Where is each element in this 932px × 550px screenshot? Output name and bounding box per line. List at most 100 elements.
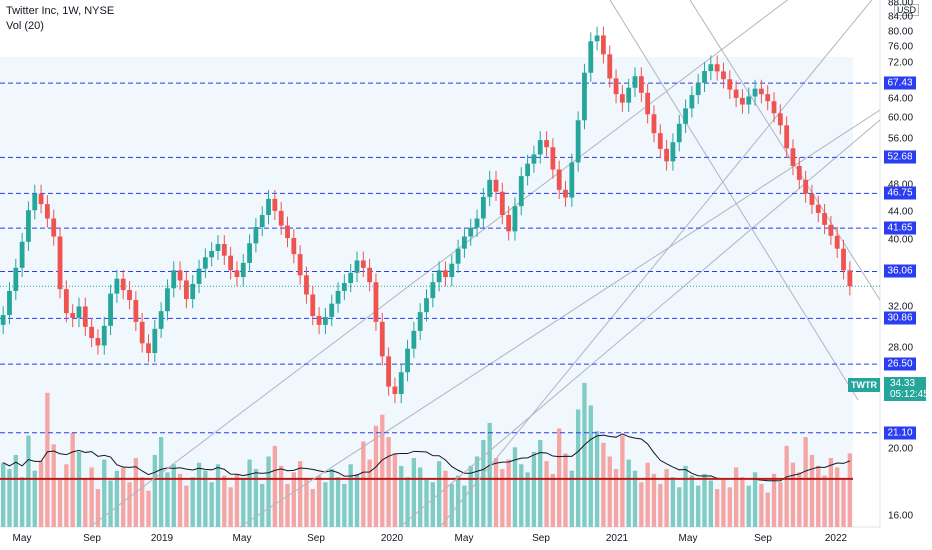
volume-bar [740, 477, 745, 527]
candle-body [803, 179, 809, 194]
candle-body [588, 41, 594, 73]
ticker-tag: TWTR [848, 378, 880, 392]
price-tick-label: 88.00 [888, 0, 914, 9]
candle-body [13, 267, 19, 291]
volume-bar [329, 469, 334, 527]
candle-body [613, 78, 619, 95]
volume-bar [557, 428, 562, 527]
candle-body [354, 260, 360, 273]
volume-bar [506, 459, 511, 527]
volume-bar [203, 470, 208, 527]
time-tick-label: 2020 [380, 533, 404, 544]
volume-bar [493, 458, 499, 527]
volume-bar [171, 464, 176, 527]
candle-body [209, 250, 215, 258]
trend-line [89, 0, 789, 528]
candle-body [474, 218, 480, 228]
volume-bar [639, 482, 644, 527]
candle-body [790, 148, 796, 166]
candle-body [373, 282, 379, 322]
candle-body [285, 225, 290, 239]
volume-bar [348, 464, 353, 527]
volume-bar [411, 458, 417, 527]
candle-body [449, 263, 455, 278]
candle-body [721, 71, 726, 80]
volume-bar [234, 473, 240, 527]
candle-body [645, 92, 651, 115]
price-tick-label: 56.00 [888, 133, 914, 145]
candle-body [784, 125, 790, 149]
volume-bar [285, 483, 290, 527]
volume-bar [569, 470, 574, 527]
candle-body [518, 176, 524, 207]
time-tick-label: 2019 [150, 533, 174, 544]
candle-body [822, 212, 827, 225]
volume-bar [670, 477, 676, 527]
candle-body [247, 243, 252, 263]
candle-body [626, 87, 632, 103]
level-label: 52.68 [884, 150, 916, 164]
candle-body [746, 96, 752, 105]
volume-bar [380, 414, 385, 527]
candle-body [771, 101, 777, 114]
volume-bar [272, 445, 278, 527]
trend-line [689, 0, 881, 301]
candle-body [114, 278, 120, 294]
volume-bar [76, 451, 82, 527]
volume-bar [297, 461, 303, 527]
candle-body [664, 148, 670, 162]
currency-badge[interactable]: USD [894, 4, 920, 16]
candle-body [266, 198, 271, 216]
volume-bar [689, 475, 695, 527]
volume-bar [816, 465, 821, 527]
volume-bar [19, 477, 25, 527]
candle-body [101, 325, 107, 346]
volume-bar [45, 392, 50, 527]
candle-body [304, 275, 309, 295]
candle-body [291, 238, 297, 255]
price-tick-label: 72.00 [888, 57, 914, 69]
candle-body [240, 262, 246, 278]
trend-line [609, 0, 859, 401]
candle-body [323, 316, 328, 325]
last-price: 34.33 [890, 378, 916, 389]
candle-body [133, 299, 139, 322]
volume-bar [32, 470, 37, 527]
candle-body [443, 270, 448, 278]
volume-bar [847, 453, 852, 527]
bar-countdown: 05:12:45 [890, 389, 929, 400]
volume-bar [89, 467, 94, 527]
candle-body [120, 278, 126, 291]
volume-bar [114, 470, 120, 527]
volume-bar [677, 487, 682, 527]
candle-body [607, 54, 613, 79]
candle-body [152, 328, 158, 354]
volume-bar [797, 472, 802, 527]
candle-body [386, 356, 391, 387]
candle-body [638, 76, 644, 93]
level-label: 26.50 [884, 357, 916, 371]
volume-bar [626, 459, 631, 527]
price-tick-label: 44.00 [888, 206, 914, 218]
candle-body [601, 35, 606, 55]
level-label: 36.06 [884, 264, 916, 278]
volume-bar [373, 425, 379, 527]
time-tick-label: Sep [307, 533, 325, 544]
level-label: 67.43 [884, 76, 916, 90]
volume-bar [418, 467, 423, 527]
volume-bar [620, 435, 625, 527]
volume-bar [519, 464, 524, 527]
volume-bar [778, 482, 783, 527]
candle-body [127, 290, 132, 300]
time-tick-label: May [232, 533, 252, 544]
candle-body [76, 306, 82, 318]
volume-bar [512, 447, 518, 527]
candle-body [651, 114, 657, 134]
candle-body [537, 140, 543, 155]
candle-body [828, 224, 834, 236]
level-label: 41.65 [884, 221, 916, 235]
candle-body [752, 88, 758, 97]
price-tick-label: 28.00 [888, 342, 914, 354]
candle-body [512, 206, 518, 232]
